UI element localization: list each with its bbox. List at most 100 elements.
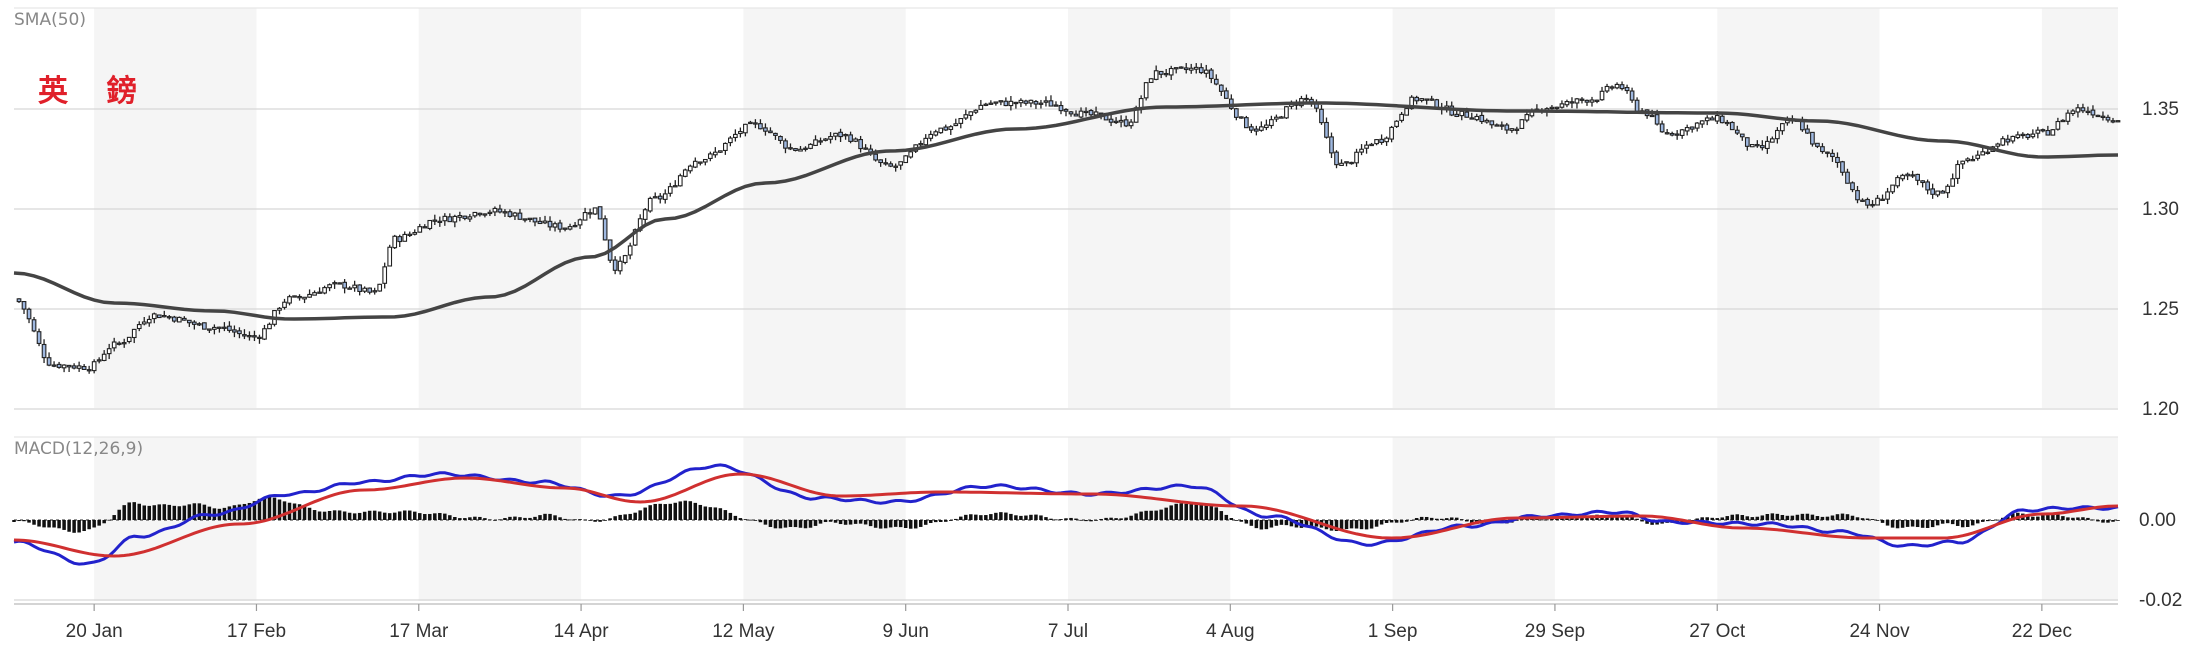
histogram-bar	[1004, 512, 1008, 520]
histogram-bar	[1870, 519, 1875, 520]
candle-up	[1078, 110, 1084, 118]
candle-up	[106, 348, 112, 355]
histogram-bar	[1515, 520, 1519, 521]
candle-up	[1374, 139, 1379, 145]
candle-up	[1474, 115, 1480, 121]
candle-down	[657, 195, 663, 200]
histogram-bar	[903, 520, 908, 529]
histogram-bar	[77, 520, 81, 533]
histogram-bar	[873, 520, 878, 528]
candle-down	[1584, 99, 1590, 103]
histogram-bar	[1735, 514, 1740, 520]
candle-down	[202, 322, 207, 330]
histogram-bar	[633, 512, 637, 520]
price-band	[94, 8, 257, 408]
candle-up	[933, 131, 939, 136]
candle-down	[2110, 120, 2116, 123]
candle-up	[1559, 103, 1565, 108]
candle-up	[2015, 134, 2021, 139]
histogram-bar	[1114, 518, 1118, 520]
candle-down	[1324, 121, 1329, 138]
x-tick-label: 17 Mar	[389, 621, 449, 642]
candle-up	[1549, 106, 1555, 110]
macd-line	[13, 463, 2119, 566]
candle-down	[66, 364, 72, 368]
candle-up	[522, 218, 528, 221]
candle-down	[171, 316, 177, 322]
candle-down	[1023, 100, 1029, 104]
candle-up	[1524, 114, 1530, 121]
histogram-bar	[1364, 520, 1369, 530]
candle-down	[1920, 180, 1925, 184]
histogram-bar	[1074, 518, 1078, 520]
histogram-bar	[2076, 517, 2080, 520]
histogram-bar	[1790, 515, 1795, 520]
histogram-bar	[2091, 519, 2095, 521]
histogram-bar	[598, 520, 602, 522]
histogram-bar	[117, 509, 121, 520]
histogram-bar	[332, 510, 337, 520]
candle-up	[1724, 121, 1730, 125]
histogram-bar	[1154, 510, 1158, 520]
histogram-bar	[2031, 516, 2035, 520]
candle-up	[312, 292, 317, 296]
histogram-bar	[82, 520, 86, 532]
histogram-bar	[528, 517, 532, 520]
candle-down	[753, 122, 758, 125]
histogram-bar	[1700, 517, 1704, 520]
candle-down	[2040, 129, 2046, 132]
candle-up	[1168, 67, 1174, 76]
candle-down	[1659, 123, 1665, 133]
candle-down	[1619, 84, 1625, 90]
histogram-bar	[708, 507, 713, 520]
candle-up	[407, 233, 413, 237]
candle-up	[136, 324, 142, 330]
candle-down	[342, 281, 347, 289]
histogram-bar	[1349, 520, 1354, 529]
histogram-bar	[718, 508, 723, 520]
histogram-bar	[337, 510, 342, 520]
histogram-bar	[2056, 514, 2060, 520]
candle-up	[1950, 178, 1956, 187]
candle-up	[2050, 129, 2056, 136]
histogram-bar	[297, 504, 302, 520]
histogram-bar	[753, 520, 758, 521]
histogram-bar	[1369, 520, 1374, 529]
candle-up	[2035, 129, 2041, 134]
candle-up	[2010, 135, 2016, 142]
candle-up	[151, 313, 157, 320]
candle-up	[702, 158, 708, 163]
histogram-bar	[1204, 503, 1209, 520]
candle-up	[953, 123, 959, 127]
candle-up	[387, 246, 393, 267]
candle-up	[1965, 158, 1971, 162]
histogram-bar	[1059, 519, 1063, 520]
candle-up	[2055, 120, 2061, 130]
histogram-bar	[352, 513, 357, 520]
candle-down	[1810, 131, 1815, 145]
y-tick-labels: 1.35 1.30 1.25 1.20 0.00 -0.02	[2139, 99, 2182, 611]
candle-down	[257, 336, 262, 340]
histogram-bar	[1164, 507, 1168, 520]
candle-up	[1429, 98, 1435, 101]
candle-down	[462, 215, 468, 219]
candle-up	[707, 153, 713, 159]
candle-down	[232, 329, 237, 333]
histogram-bar	[407, 510, 412, 520]
candle-up	[2100, 115, 2106, 118]
histogram-bar	[382, 512, 387, 520]
histogram-bar	[508, 516, 512, 520]
candle-up	[1980, 151, 1986, 156]
candle-down	[1218, 84, 1224, 92]
histogram-bar	[282, 501, 287, 520]
candle-down	[16, 298, 22, 303]
candle-up	[1384, 137, 1389, 143]
histogram-bar	[1149, 510, 1153, 520]
candle-up	[452, 215, 458, 223]
candle-down	[1454, 113, 1460, 118]
histogram-bar	[2106, 520, 2110, 523]
candle-up	[262, 328, 267, 340]
x-tick-label: 27 Oct	[1689, 621, 1746, 642]
candle-up	[1975, 154, 1981, 159]
candle-up	[1359, 148, 1364, 153]
